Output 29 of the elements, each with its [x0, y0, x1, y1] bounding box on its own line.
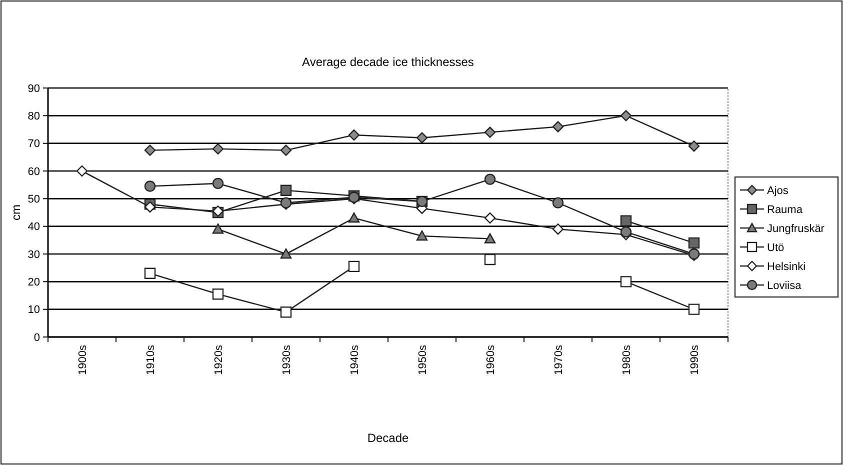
legend-label: Utö: [767, 242, 784, 254]
x-tick-label: 1940s: [348, 344, 361, 375]
x-tick-label: 1970s: [552, 344, 565, 375]
chart-title: Average decade ice thicknesses: [302, 55, 474, 69]
x-tick-label: 1980s: [620, 344, 633, 375]
y-axis-title: cm: [9, 204, 23, 220]
y-tick-label: 40: [28, 221, 40, 234]
x-tick-label: 1910s: [144, 344, 157, 375]
y-tick-label: 70: [28, 138, 40, 150]
y-tick-label: 50: [28, 194, 40, 206]
legend-label: Loviisa: [767, 280, 802, 292]
x-tick-label: 1930s: [280, 344, 293, 375]
y-tick-label: 80: [28, 110, 40, 123]
x-tick-label: 1960s: [484, 344, 497, 375]
legend-label: Helsinki: [767, 260, 806, 273]
y-tick-label: 20: [28, 276, 40, 289]
x-tick-label: 1950s: [416, 344, 429, 375]
y-tick-label: 90: [28, 82, 40, 95]
legend-label: Jungfruskär: [767, 222, 825, 235]
legend-label: Ajos: [767, 184, 789, 197]
x-axis-title: Decade: [367, 431, 409, 445]
x-tick-label: 1920s: [212, 344, 225, 375]
y-tick-label: 30: [28, 248, 40, 261]
y-tick-label: 60: [28, 166, 40, 178]
y-tick-label: 0: [34, 332, 40, 344]
x-tick-label: 1990s: [688, 344, 701, 375]
y-tick-label: 10: [28, 304, 40, 316]
x-tick-label: 1900s: [76, 344, 89, 375]
legend-label: Rauma: [767, 204, 804, 216]
